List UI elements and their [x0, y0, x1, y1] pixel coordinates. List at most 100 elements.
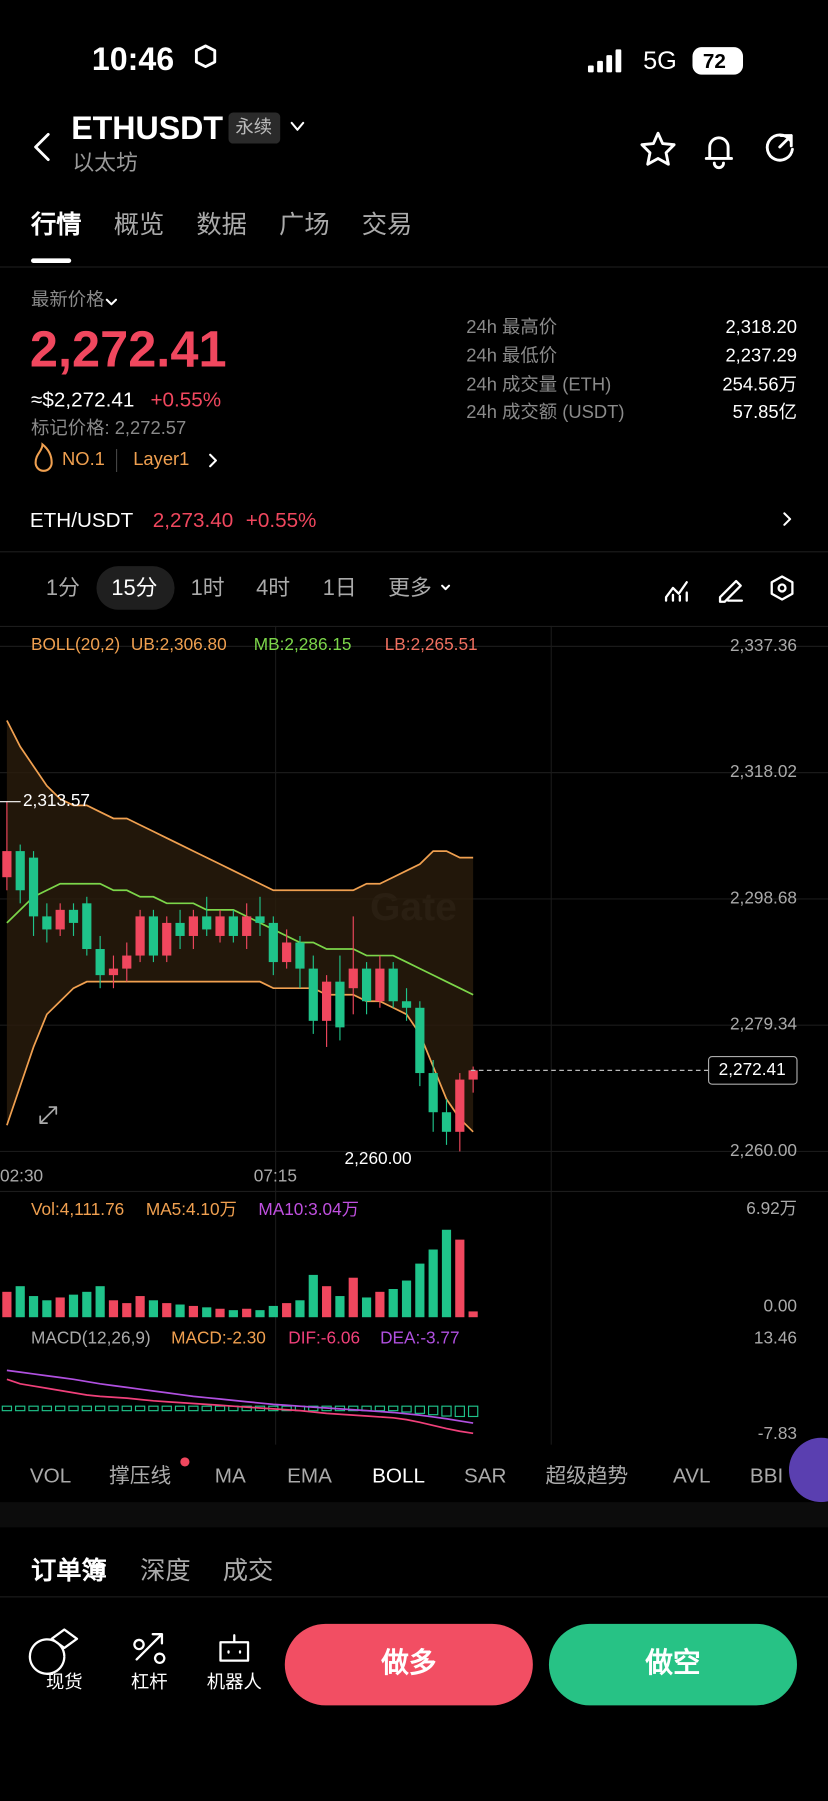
indicator-tab[interactable]: EMA	[287, 1464, 332, 1488]
macd-hist	[1, 1405, 13, 1412]
price-label[interactable]: 最新价格	[31, 290, 105, 311]
indicator-tab[interactable]: SAR	[463, 1464, 507, 1488]
float-button[interactable]	[788, 1437, 828, 1503]
candle-body	[148, 916, 159, 956]
status-network: 5G	[643, 45, 677, 75]
tab[interactable]: 广场	[279, 210, 330, 239]
macd-hist	[55, 1405, 66, 1412]
macd-hist	[201, 1405, 212, 1412]
indicator-tab[interactable]: BOLL	[372, 1464, 425, 1488]
volume-bar	[468, 1311, 478, 1318]
candle-body	[308, 968, 318, 1021]
candle-body	[175, 922, 185, 936]
orderbook-tab[interactable]: 订单簿	[31, 1556, 107, 1585]
volume-bar	[322, 1286, 332, 1318]
draw-icon[interactable]	[718, 579, 744, 603]
nav-label[interactable]: 现货	[45, 1673, 83, 1693]
macd-hist	[281, 1405, 292, 1412]
back-icon[interactable]	[34, 132, 50, 162]
volume-bar	[108, 1300, 119, 1318]
dif-line	[6, 1378, 474, 1435]
stat-label: 24h 成交量 (ETH)	[466, 375, 612, 396]
candle-body	[122, 955, 132, 969]
volume-bar	[68, 1294, 79, 1318]
robot-icon[interactable]	[219, 1634, 250, 1662]
max-label: 2,313.57	[23, 790, 90, 810]
boll-ub	[6, 720, 474, 892]
boll-ub: UB:2,306.80	[130, 635, 227, 655]
candle-body	[388, 968, 398, 1002]
tab[interactable]: 概览	[113, 210, 165, 239]
status-time: 10:46	[91, 41, 175, 77]
interval[interactable]: 15分	[111, 576, 158, 601]
interval[interactable]: 1分	[45, 576, 80, 601]
settings-icon[interactable]	[770, 575, 794, 601]
candle-body	[42, 916, 52, 930]
candle-body	[335, 981, 345, 1028]
candle-body	[202, 916, 212, 930]
candle-body	[108, 968, 119, 976]
y-tick-label: 13.46	[754, 1328, 797, 1348]
indicator-tab[interactable]: VOL	[29, 1464, 72, 1488]
long-label[interactable]: 做多	[381, 1647, 437, 1679]
candle-body	[375, 968, 385, 1002]
tab[interactable]: 数据	[196, 210, 247, 239]
candle-body	[348, 968, 358, 989]
indicator-tab[interactable]: BBI	[749, 1464, 784, 1488]
nav-label[interactable]: 机器人	[206, 1673, 262, 1693]
tab[interactable]: 行情	[31, 210, 82, 239]
boll-band	[6, 720, 474, 1132]
tab[interactable]: 交易	[361, 210, 413, 239]
bell-icon[interactable]	[704, 136, 733, 170]
divider	[0, 1190, 828, 1193]
long-button[interactable]	[284, 1623, 533, 1706]
interval[interactable]: 1日	[322, 576, 357, 601]
interval[interactable]: 更多	[388, 576, 432, 601]
spot-price: 2,273.40	[152, 508, 234, 532]
candle-body	[55, 909, 65, 930]
share-icon[interactable]	[765, 133, 794, 162]
macd-hist	[401, 1405, 412, 1413]
volume-bar	[15, 1286, 25, 1318]
battery	[692, 47, 744, 75]
candle-body	[135, 916, 145, 956]
indicator-tab[interactable]: MA	[214, 1464, 246, 1488]
indicator-tab[interactable]: 撑压线	[109, 1464, 172, 1488]
ma5-label: MA5:4.10万	[145, 1200, 237, 1220]
interval[interactable]: 4时	[256, 576, 291, 601]
leverage-icon[interactable]	[133, 1633, 166, 1664]
boll-label: BOLL(20,2)	[31, 635, 121, 655]
candle-body	[428, 1073, 438, 1113]
indicator-icon[interactable]	[664, 581, 688, 602]
volume-bar	[455, 1239, 465, 1318]
y-tick-label: 2,318.02	[730, 761, 797, 781]
macd-hist	[414, 1405, 426, 1414]
y-tick-label: 2,279.34	[730, 1014, 797, 1034]
orderbook-tab[interactable]: 成交	[222, 1556, 274, 1585]
macd-hist	[374, 1405, 386, 1412]
short-label[interactable]: 做空	[645, 1647, 701, 1679]
spot-icon[interactable]	[28, 1628, 79, 1675]
volume-bar	[295, 1300, 305, 1318]
rank-tag[interactable]: NO.1	[62, 450, 105, 470]
indicator-tab[interactable]: 超级趋势	[545, 1464, 629, 1488]
volume-bar	[2, 1291, 12, 1318]
macd-hist	[441, 1405, 452, 1417]
interval[interactable]: 1时	[190, 576, 225, 601]
candle-body	[295, 942, 305, 969]
nav-label[interactable]: 杠杆	[130, 1673, 168, 1693]
status-battery: 72	[702, 49, 726, 73]
volume-bar	[375, 1291, 385, 1318]
volume-bar	[148, 1300, 159, 1318]
macd-hist	[214, 1405, 226, 1412]
symbol[interactable]: ETHUSDT	[71, 110, 224, 146]
spot-pair[interactable]: ETH/USDT	[29, 508, 134, 532]
last-price: 2,272.41	[29, 321, 227, 378]
expand-icon[interactable]	[39, 1106, 58, 1124]
indicator-tab[interactable]: AVL	[672, 1464, 711, 1488]
sector-tag[interactable]: Layer1	[133, 450, 190, 470]
orderbook-tab[interactable]: 深度	[140, 1556, 191, 1585]
short-button[interactable]	[548, 1623, 797, 1706]
star-icon[interactable]	[640, 131, 676, 166]
macd-hist	[428, 1405, 439, 1416]
